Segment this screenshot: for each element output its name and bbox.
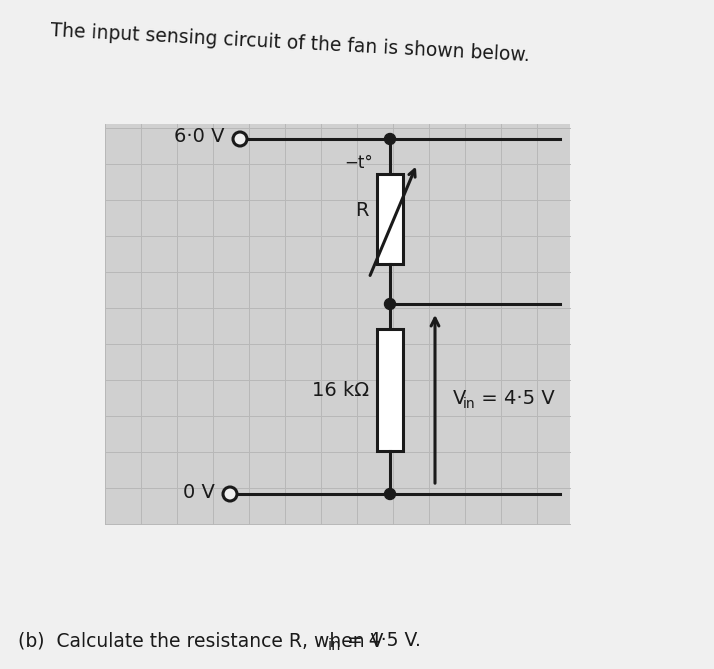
- Text: = 4·5 V.: = 4·5 V.: [341, 632, 421, 650]
- Circle shape: [385, 488, 396, 500]
- Bar: [377, 174, 403, 264]
- Text: 0 V: 0 V: [183, 482, 215, 502]
- Text: −t°: −t°: [344, 154, 373, 172]
- Text: 6·0 V: 6·0 V: [174, 128, 225, 147]
- Text: 16 kΩ: 16 kΩ: [312, 381, 369, 399]
- Circle shape: [385, 298, 396, 310]
- Text: V: V: [453, 389, 466, 409]
- Bar: [105, 124, 570, 524]
- Text: in: in: [463, 397, 476, 411]
- Bar: [377, 329, 403, 451]
- Text: The input sensing circuit of the fan is shown below.: The input sensing circuit of the fan is …: [50, 21, 531, 65]
- Circle shape: [233, 132, 247, 146]
- Text: R: R: [356, 201, 369, 221]
- Text: = 4·5 V: = 4·5 V: [475, 389, 555, 409]
- Text: (b)  Calculate the resistance R, when V: (b) Calculate the resistance R, when V: [18, 632, 383, 650]
- Circle shape: [223, 487, 237, 501]
- Text: in: in: [328, 638, 341, 652]
- Circle shape: [385, 134, 396, 145]
